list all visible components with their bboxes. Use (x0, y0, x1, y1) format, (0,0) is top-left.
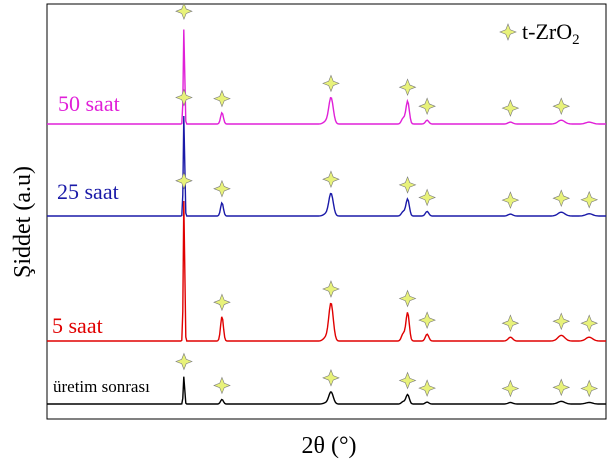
peak-star-icon (175, 352, 193, 371)
peak-star-icon (322, 74, 340, 93)
series-line-3 (47, 29, 606, 125)
series-line-1 (47, 200, 606, 342)
peak-star-icon (552, 189, 571, 208)
series-layer (47, 29, 606, 405)
peak-star-icon (175, 171, 193, 190)
peak-star-icon (580, 190, 599, 209)
peak-star-icon (322, 369, 340, 387)
peak-star-icon (552, 378, 571, 397)
peak-star-icon (175, 2, 193, 21)
peak-star-icon (213, 179, 231, 198)
legend: t-ZrO2 (499, 19, 580, 48)
peak-star-icon (398, 371, 417, 390)
plot-frame (46, 3, 607, 420)
peak-star-icon (213, 376, 231, 395)
peak-star-icon (418, 311, 436, 329)
series-label-2: 25 saat (57, 179, 119, 204)
peak-star-icon (322, 280, 340, 298)
series-label-3: 50 saat (58, 91, 120, 116)
peak-star-icon (398, 78, 417, 97)
peak-star-icon (398, 289, 417, 308)
peak-star-icon (418, 188, 436, 207)
peak-star-icon (398, 176, 417, 194)
legend-label: t-ZrO2 (522, 19, 580, 48)
series-line-2 (47, 115, 606, 217)
peak-star-icon (501, 379, 520, 398)
peak-star-icon (418, 97, 436, 116)
series-label-0: üretim sonrası (53, 377, 150, 396)
series-label-1: 5 saat (52, 313, 103, 338)
series-line-0 (47, 376, 606, 405)
peak-star-icon (501, 99, 520, 117)
label-layer: üretim sonrası 5 saat 25 saat 50 saat (52, 91, 150, 396)
y-axis-label: Şiddet (a.u) (10, 166, 36, 278)
peak-star-icon (580, 314, 599, 333)
legend-star-icon (499, 23, 517, 41)
peak-star-icon (580, 379, 599, 398)
peak-star-icon (322, 170, 340, 189)
peak-star-icon (552, 97, 571, 116)
peak-star-icon (175, 88, 193, 107)
peak-star-icon (418, 379, 436, 397)
peak-star-icon (501, 314, 520, 333)
peak-star-icon (552, 312, 571, 331)
x-axis-label: 2θ (°) (301, 433, 356, 459)
peak-star-icon (213, 293, 231, 312)
peak-star-icon (213, 89, 231, 108)
marker-layer (175, 2, 599, 398)
peak-star-icon (501, 191, 520, 209)
